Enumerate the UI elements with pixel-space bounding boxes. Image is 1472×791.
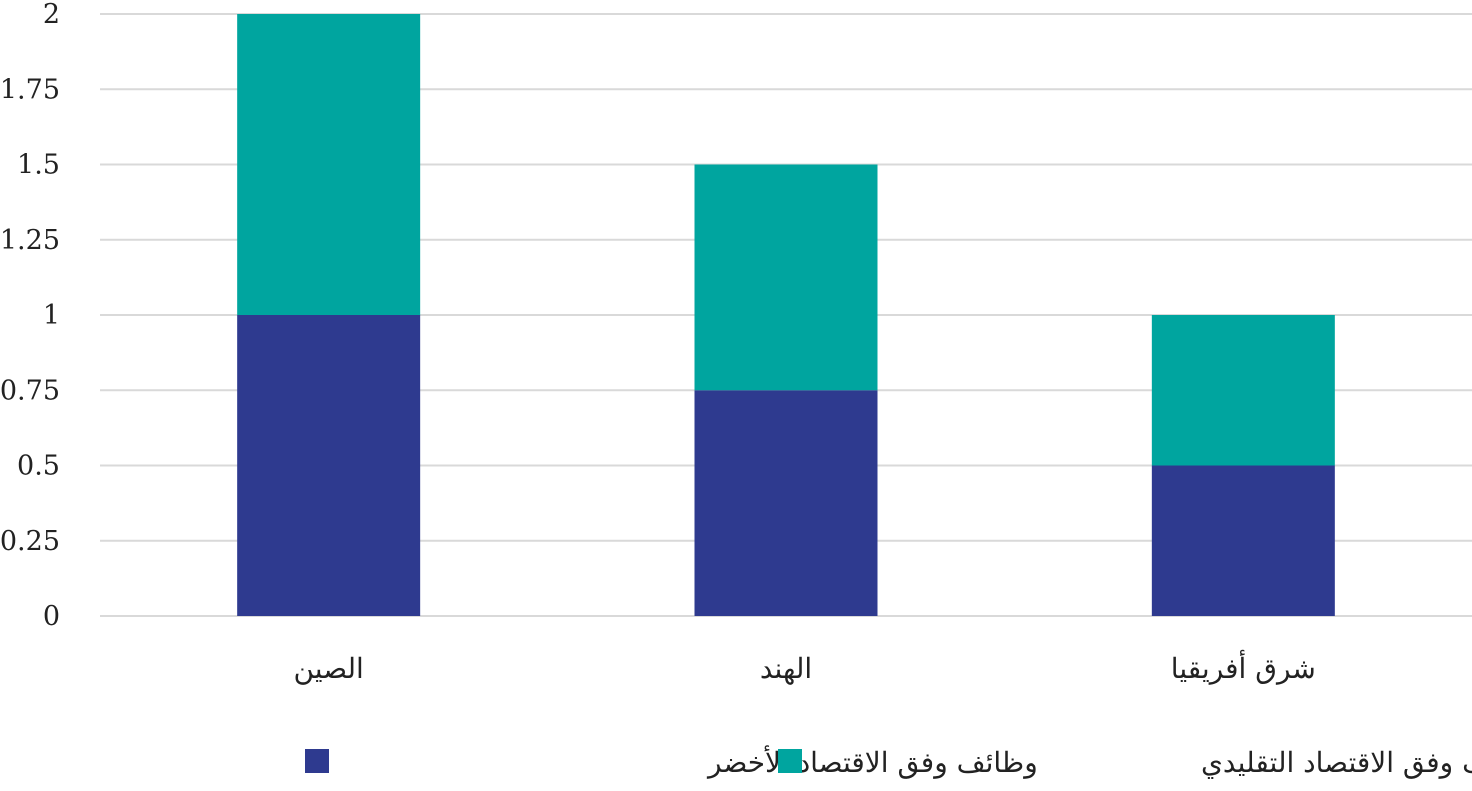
y-tick-label: 0 — [43, 601, 60, 632]
y-tick-label: 1.75 — [0, 74, 60, 105]
legend-swatch — [305, 749, 329, 773]
legend: وظائف وفق الاقتصاد الأخضر وظائف وفق الاقت… — [305, 745, 1472, 779]
y-tick-label: 1.25 — [0, 225, 60, 256]
x-tick-label: شرق أفريقيا — [1171, 650, 1316, 685]
legend-label: وظائف وفق الاقتصاد التقليدي — [1201, 746, 1472, 779]
y-tick-label: 2 — [43, 0, 60, 30]
bar-segment-s0-c0 — [237, 315, 421, 616]
y-tick-label: 0.5 — [17, 451, 60, 482]
legend-swatch — [778, 749, 802, 773]
bar-segment-s1-c0 — [237, 14, 421, 315]
bars-layer — [237, 14, 1335, 616]
x-axis: الصين الهند شرق أفريقيا — [293, 650, 1315, 685]
y-tick-label: 0.75 — [0, 375, 60, 406]
y-tick-label: 1.5 — [17, 150, 60, 181]
x-tick-label: الهند — [760, 652, 812, 685]
y-axis: 0 0.25 0.5 0.75 1 1.25 1.5 1.75 2 — [0, 0, 60, 632]
y-tick-label: 0.25 — [0, 526, 60, 557]
x-tick-label: الصين — [293, 652, 363, 685]
y-tick-label: 1 — [43, 300, 60, 331]
legend-item-1: وظائف وفق الاقتصاد التقليدي — [778, 746, 1472, 779]
bar-segment-s1-c1 — [694, 164, 878, 391]
legend-label: وظائف وفق الاقتصاد الأخضر — [706, 745, 1038, 779]
bar-segment-s0-c2 — [1151, 465, 1335, 616]
legend-item-0: وظائف وفق الاقتصاد الأخضر — [305, 745, 1038, 779]
bar-segment-s1-c2 — [1151, 315, 1335, 466]
bar-segment-s0-c1 — [694, 390, 878, 616]
